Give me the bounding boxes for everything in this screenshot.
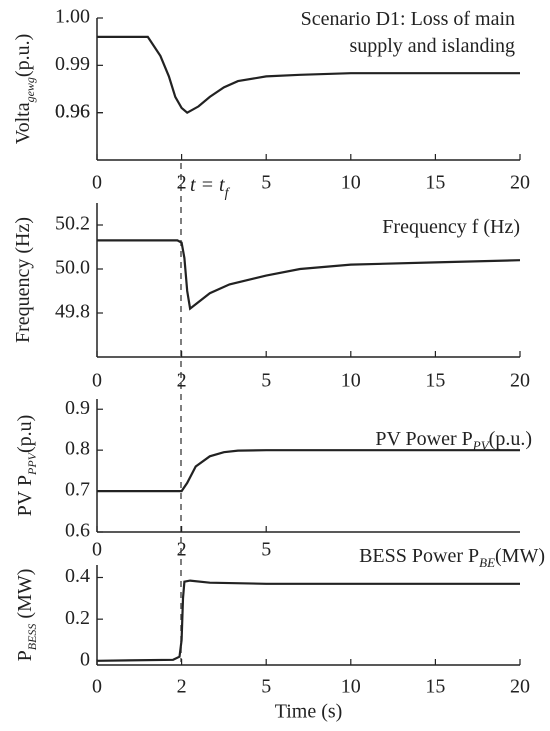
label-part: Frequency f (Hz) [382,216,520,238]
label-part: Frequency (Hz) [12,217,34,343]
x-tick-label: 20 [510,172,530,194]
y-axis-label: Voltagewg(p.u.) [12,34,37,145]
subscript: BE [479,555,495,570]
label-part: PV P [14,475,36,516]
x-tick-label: 0 [92,676,102,698]
subscript: f [225,186,231,201]
curve [97,239,521,311]
x-tick-label: 0 [92,172,102,194]
x-tick-label: 10 [341,370,361,392]
label-part: t = t [190,174,225,196]
y-tick-label: 1.00 [55,6,90,28]
y-tick-label: 0.99 [55,53,90,75]
y-tick-label: 0.8 [65,438,90,460]
label-part: PV Power P [375,428,472,450]
x-tick-label: 10 [341,172,361,194]
x-tick-label: 15 [425,172,445,194]
subscript: gewg [23,77,37,102]
x-tick-label: 2 [177,370,187,392]
y-tick-label: 0 [80,648,90,670]
label-part: (p.u.) [489,428,532,450]
label-part: P [14,650,36,661]
y-tick-label: 49.8 [55,301,90,323]
x-tick-label: 2 [177,539,187,561]
x-tick-label: 20 [510,370,530,392]
x-tick-label: 5 [261,370,271,392]
x-tick-label: 0 [92,370,102,392]
y-axis-label: PBESS (MW) [14,569,39,662]
label-part: (MW) [495,545,545,567]
y-tick-label: 0.4 [65,565,90,587]
y-tick-label: 50.2 [55,213,90,235]
y-tick-label: 50.0 [55,257,90,279]
x-axis-label: Time (s) [275,701,343,723]
chart-title: supply and islanding [349,35,515,57]
label-part: (p.u.) [12,34,34,77]
x-tick-label: 10 [341,676,361,698]
annotation: t = tf [190,174,231,201]
label-part: Scenario D1: Loss of main [301,8,515,30]
chart-title: Frequency f (Hz) [382,216,520,238]
label-part: (MW) [14,569,36,624]
label-part: Volta [12,102,34,144]
y-axis-label: Frequency (Hz) [12,217,34,343]
label-part: (p.u) [14,415,36,453]
x-tick-label: 5 [261,676,271,698]
y-tick-label: 0.96 [55,100,90,122]
x-tick-label: 2 [177,172,187,194]
x-tick-label: 15 [425,370,445,392]
curve [97,35,520,115]
chart-title: Scenario D1: Loss of main [301,8,515,30]
y-tick-label: 0.96 [55,100,90,122]
x-tick-label: 5 [261,539,271,561]
x-tick-label: 20 [510,676,530,698]
x-tick-label: 2 [177,676,187,698]
x-tick-label: 5 [261,172,271,194]
subscript: PPV [25,451,39,476]
curve [97,449,520,493]
label-part: BESS Power P [359,545,479,567]
y-axis-label: PV PPPV(p.u) [14,415,39,517]
curve [96,579,520,662]
y-tick-label: 0.7 [65,479,90,501]
y-tick-label: 0.2 [65,607,90,629]
label-part: supply and islanding [349,35,515,57]
x-tick-label: 15 [425,676,445,698]
subscript: BESS [25,624,39,651]
chart-title: BESS Power PBE(MW) [359,545,545,571]
y-tick-label: 0.6 [65,520,90,542]
x-tick-label: 0 [92,539,102,561]
y-tick-label: 0.9 [65,397,90,419]
